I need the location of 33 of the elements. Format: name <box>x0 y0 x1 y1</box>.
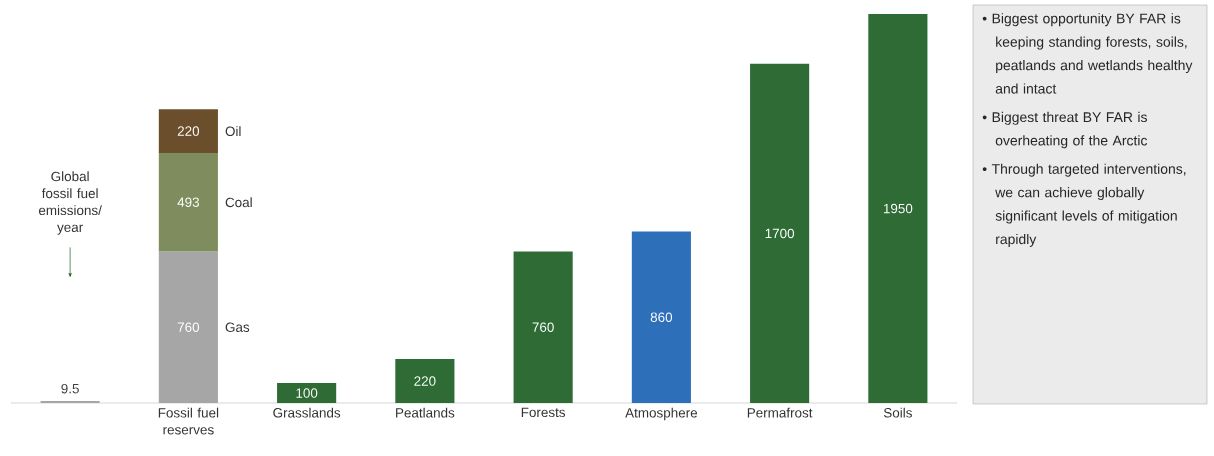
bar <box>158 153 218 252</box>
series-label: Coal <box>225 197 252 208</box>
bar <box>158 251 218 403</box>
data-label: 100 <box>296 388 318 398</box>
x-tick-label: Fossil fuel reserves <box>158 407 219 435</box>
data-label: 760 <box>177 322 200 332</box>
series-label: Oil <box>225 126 241 137</box>
data-label: 760 <box>532 322 554 332</box>
x-tick-label: Peatlands <box>396 407 455 418</box>
bar <box>868 14 928 403</box>
x-tick-label: Grasslands <box>273 407 341 418</box>
annotation: Global fossil fuel emissions/ year <box>38 171 102 235</box>
bar <box>750 63 810 403</box>
data-label: 220 <box>177 126 200 136</box>
x-tick-label: Permafrost <box>747 407 813 418</box>
data-label: 1950 <box>883 203 913 214</box>
bar <box>277 383 337 403</box>
text: • Through targeted interventions, we can achieve globally significant levels of mitigation rapidly <box>982 163 1186 247</box>
data-label: 220 <box>414 376 436 386</box>
x-tick-label: Atmosphere <box>625 407 698 421</box>
series-label: Gas <box>225 322 250 332</box>
bar <box>395 359 455 403</box>
bar <box>513 251 573 403</box>
x-tick-label: Soils <box>883 407 912 418</box>
data-label: 9.5 <box>61 383 79 394</box>
bar <box>631 231 691 403</box>
text: • Biggest threat BY FAR is overheating of the Arctic <box>982 111 1148 149</box>
data-label: 493 <box>177 197 199 207</box>
bar <box>158 109 218 154</box>
data-label: 860 <box>650 312 673 322</box>
data-label: 1700 <box>765 228 795 239</box>
text: • Biggest opportunity BY FAR is keeping standing forests, soils, peatlands and wetlands healthy and intact <box>982 13 1193 94</box>
x-tick-label: Forests <box>521 407 566 418</box>
